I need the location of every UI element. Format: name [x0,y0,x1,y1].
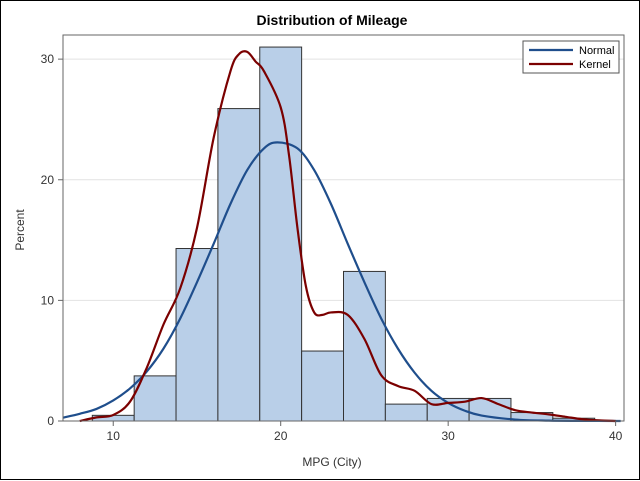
x-tick-label: 40 [609,429,623,443]
y-tick-label: 10 [41,293,55,307]
y-tick-label: 0 [47,414,54,428]
gridlines [63,58,624,301]
density-curves [62,50,621,423]
plot-area-border [62,34,625,422]
histogram-bar [384,403,428,422]
y-tick-label: 20 [41,173,55,187]
y-tick-label: 30 [41,52,55,66]
x-tick-label: 10 [107,429,121,443]
legend-entry: Kernel [529,59,611,71]
histogram-bar [343,270,386,422]
x-tick-label: 30 [441,429,455,443]
histogram-bar [133,375,177,422]
histogram-bar [259,46,303,422]
x-tick-label: 20 [274,429,288,443]
histogram-bar [217,108,261,422]
histogram-bar [301,350,345,422]
legend: Normal Kernel [522,40,620,74]
legend-box [522,40,620,74]
y-axis-label: Percent [13,209,27,251]
chart-title: Distribution of Mileage [257,12,408,28]
legend-label: Normal [579,45,614,57]
x-axis-label: MPG (City) [302,455,361,469]
legend-entry: Normal [529,45,614,57]
legend-label: Kernel [579,59,611,71]
histogram-bar [175,248,219,422]
axes: 10 20 30 40 0 10 20 30 [41,34,625,443]
kernel-curve [79,50,616,423]
